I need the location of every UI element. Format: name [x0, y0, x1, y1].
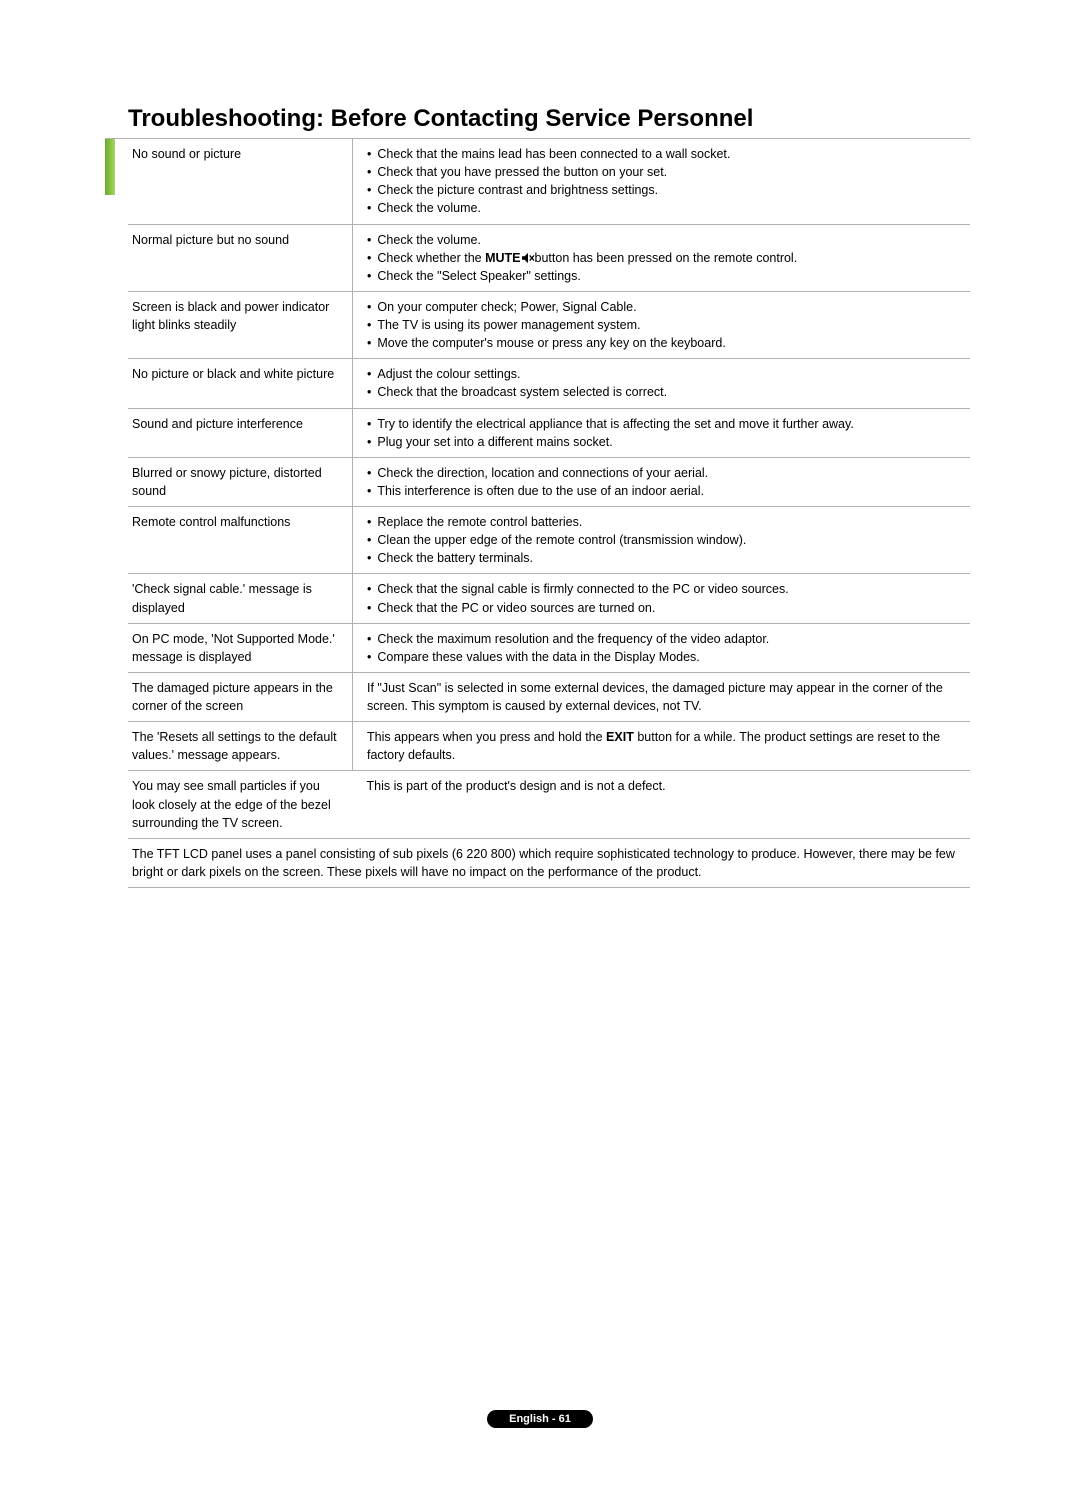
problem-cell: Blurred or snowy picture, distorted soun…: [128, 457, 353, 506]
problem-cell: 'Check signal cable.' message is display…: [128, 574, 353, 623]
solution-cell: On your computer check; Power, Signal Ca…: [353, 291, 971, 358]
problem-cell: Screen is black and power indicator ligh…: [128, 291, 353, 358]
solution-cell: Try to identify the electrical appliance…: [353, 408, 971, 457]
solution-bullet: Check the volume.: [367, 231, 962, 249]
solution-bullet: Compare these values with the data in th…: [367, 648, 962, 666]
table-row: The damaged picture appears in the corne…: [128, 672, 970, 721]
problem-cell: The damaged picture appears in the corne…: [128, 672, 353, 721]
problem-cell: No picture or black and white picture: [128, 359, 353, 408]
title-wrap: Troubleshooting: Before Contacting Servi…: [105, 105, 970, 139]
page: Troubleshooting: Before Contacting Servi…: [0, 0, 1080, 928]
solution-bullet: On your computer check; Power, Signal Ca…: [367, 298, 962, 316]
solution-bullet: Check that the broadcast system selected…: [367, 383, 962, 401]
table-row: Screen is black and power indicator ligh…: [128, 291, 970, 358]
solution-bullet: Move the computer's mouse or press any k…: [367, 334, 962, 352]
solution-bullet: Check the direction, location and connec…: [367, 464, 962, 482]
table-row: Normal picture but no soundCheck the vol…: [128, 224, 970, 291]
solution-bullet: Replace the remote control batteries.: [367, 513, 962, 531]
solution-cell: Replace the remote control batteries.Cle…: [353, 507, 971, 574]
solution-bullet: The TV is using its power management sys…: [367, 316, 962, 334]
solution-bullet: Check the volume.: [367, 199, 962, 217]
solution-cell: Check the volume.Check whether the MUTEb…: [353, 224, 971, 291]
solution-cell: Adjust the colour settings.Check that th…: [353, 359, 971, 408]
page-number-pill: English - 61: [487, 1410, 593, 1428]
solution-bullet: Clean the upper edge of the remote contr…: [367, 531, 962, 549]
table-row: No sound or picture Check that the mains …: [128, 139, 970, 224]
table-row: On PC mode, 'Not Supported Mode.' messag…: [128, 623, 970, 672]
table-row: Remote control malfunctionsReplace the r…: [128, 507, 970, 574]
problem-cell: The 'Resets all settings to the default …: [128, 722, 353, 771]
table-row: 'Check signal cable.' message is display…: [128, 574, 970, 623]
solution-bullet: Check whether the MUTEbutton has been pr…: [367, 249, 962, 267]
table-row: The 'Resets all settings to the default …: [128, 722, 970, 771]
solution-bullet: Check the picture contrast and brightnes…: [367, 181, 962, 199]
problem-cell: You may see small particles if you look …: [128, 771, 353, 838]
problem-cell: Remote control malfunctions: [128, 507, 353, 574]
solution-bullet: Check that the PC or video sources are t…: [367, 599, 962, 617]
solution-cell: This appears when you press and hold the…: [353, 722, 971, 771]
solution-cell: Check the direction, location and connec…: [353, 457, 971, 506]
solution-cell: If "Just Scan" is selected in some exter…: [353, 672, 971, 721]
solution-bullet: Check the "Select Speaker" settings.: [367, 267, 962, 285]
solution-bullet: Check the maximum resolution and the fre…: [367, 630, 962, 648]
solution-bullet: Check that the signal cable is firmly co…: [367, 580, 962, 598]
footnote: The TFT LCD panel uses a panel consistin…: [128, 839, 970, 888]
solution-bullet: Check that the mains lead has been conne…: [367, 145, 962, 163]
page-footer: English - 61: [0, 1409, 1080, 1428]
problem-cell: No sound or picture: [128, 139, 353, 224]
solution-bullet: This interference is often due to the us…: [367, 482, 962, 500]
solution-cell: This is part of the product's design and…: [353, 771, 971, 838]
problem-cell: On PC mode, 'Not Supported Mode.' messag…: [128, 623, 353, 672]
solution-bullet: Try to identify the electrical appliance…: [367, 415, 962, 433]
solution-cell: Check the maximum resolution and the fre…: [353, 623, 971, 672]
table-row: You may see small particles if you look …: [128, 771, 970, 838]
page-title: Troubleshooting: Before Contacting Servi…: [128, 105, 753, 138]
solution-bullet: Check that you have pressed the button o…: [367, 163, 962, 181]
table-row: No picture or black and white pictureAdj…: [128, 359, 970, 408]
solution-cell: Check that the signal cable is firmly co…: [353, 574, 971, 623]
solution-cell: Check that the mains lead has been conne…: [353, 139, 971, 224]
table-row: Sound and picture interference Try to ide…: [128, 408, 970, 457]
problem-cell: Normal picture but no sound: [128, 224, 353, 291]
solution-bullet: Adjust the colour settings.: [367, 365, 962, 383]
accent-bar: [105, 139, 115, 195]
problem-cell: Sound and picture interference: [128, 408, 353, 457]
troubleshooting-table: No sound or picture Check that the mains …: [128, 139, 970, 839]
solution-bullet: Plug your set into a different mains soc…: [367, 433, 962, 451]
table-row: Blurred or snowy picture, distorted soun…: [128, 457, 970, 506]
solution-bullet: Check the battery terminals.: [367, 549, 962, 567]
